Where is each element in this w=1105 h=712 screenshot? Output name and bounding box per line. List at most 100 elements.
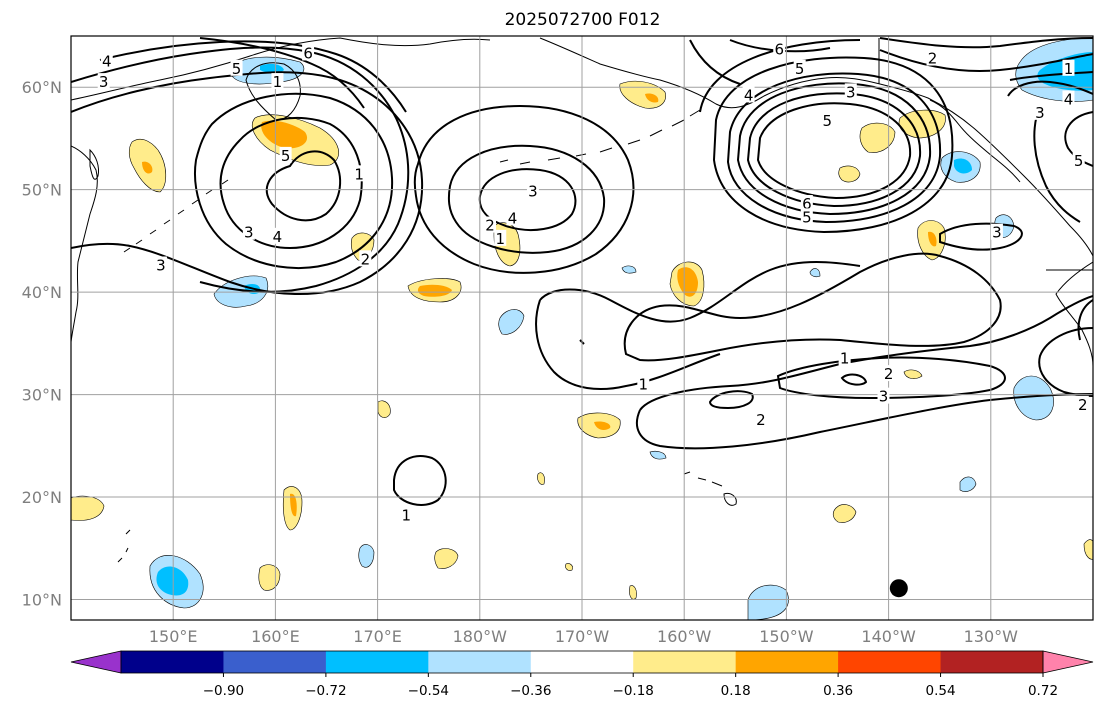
contour-line (939, 222, 1023, 251)
contour-label-background (97, 73, 110, 90)
contour-line (623, 252, 1002, 362)
colorbar-segment (428, 651, 532, 673)
contour-label: 3 (99, 73, 109, 91)
contour-label-background (353, 165, 366, 182)
warm-patch (565, 563, 573, 571)
contour-label-background (100, 52, 113, 69)
contour-label-background (494, 229, 507, 246)
colorbar: −0.90 −0.72 −0.54 −0.36 −0.18 0.18 0.36 0.54 0.7… (70, 650, 1094, 699)
longitude-tick-label: 180°W (453, 627, 508, 646)
contour-line (1038, 327, 1093, 397)
longitude-tick-label: 170°E (353, 627, 402, 646)
contour-label: 2 (928, 50, 938, 68)
contour-label-background (877, 387, 890, 404)
contour-label: 2 (485, 217, 495, 235)
contour-line (635, 393, 1093, 450)
map-title: 2025072700 F012 (504, 10, 661, 30)
contour-line (708, 390, 754, 410)
contour-label: 4 (102, 53, 112, 71)
contour-line (71, 46, 410, 293)
contour-line (413, 104, 635, 274)
contour-label: 3 (156, 257, 166, 275)
warm-core (677, 267, 698, 297)
contour-label-background (773, 40, 786, 57)
warm-patch (1083, 539, 1093, 560)
contour-label: 3 (244, 224, 254, 242)
cold-patch (213, 275, 268, 308)
coastlines (71, 37, 1093, 563)
contour-label-background (230, 59, 243, 76)
contour-label: 1 (495, 230, 505, 248)
contour-line (776, 356, 1006, 400)
contour-label-background (882, 365, 895, 382)
longitude-tick-label: 150°E (149, 627, 198, 646)
contour-label-background (844, 83, 857, 100)
contour-label: 6 (303, 44, 313, 62)
contour-label-background (1072, 151, 1085, 168)
colorbar-segment (530, 651, 634, 673)
contour-label-background (926, 49, 939, 66)
contour-line (535, 299, 721, 391)
contour-line (726, 72, 942, 224)
contour-line (194, 92, 394, 269)
contour-label: 5 (232, 60, 242, 78)
colorbar-extend-low (70, 650, 122, 674)
cold-core (156, 566, 189, 596)
colorbar-segment (735, 651, 839, 673)
colorbar-segment (633, 651, 737, 673)
colorbar-segment (838, 651, 942, 673)
longitude-tick-label: 130°W (964, 627, 1019, 646)
contour-label-background (302, 44, 315, 61)
contour-label-background (793, 59, 806, 76)
contour-label-background (154, 256, 167, 273)
cold-patch (358, 544, 375, 568)
warm-patch (859, 122, 896, 153)
siberia-coastline (71, 37, 491, 101)
contour-label-background (1062, 90, 1075, 107)
latitude-tick-label: 40°N (22, 283, 62, 302)
contour-label-background (400, 506, 413, 523)
contour-label: 2 (361, 250, 371, 268)
contour-label: 5 (281, 147, 291, 165)
shaded-anomaly-areas (71, 37, 1093, 620)
warm-patch (619, 80, 666, 109)
contour-line (1077, 299, 1093, 341)
warm-core (142, 161, 153, 174)
contour-label: 5 (795, 60, 805, 78)
contour-label-background (838, 349, 851, 366)
latitude-tick-label: 50°N (22, 181, 62, 200)
contour-label: 5 (823, 112, 833, 130)
contour-label-background (526, 182, 539, 199)
warm-patch (903, 369, 923, 379)
contour-line (71, 71, 424, 295)
kamchatka-coastline (245, 62, 301, 121)
warm-patch (832, 504, 857, 523)
longitude-tick-label: 160°W (657, 627, 712, 646)
colorbar-tick-label: −0.36 (510, 683, 551, 699)
cold-patch (621, 265, 637, 274)
contour-label-background (990, 223, 1003, 240)
contour-label-background (1062, 59, 1075, 76)
contour-label-background (484, 216, 497, 233)
contour-label: 4 (744, 86, 754, 104)
colorbar-tick-label: −0.18 (613, 683, 654, 699)
contour-line (746, 92, 922, 208)
contour-label-background (359, 250, 372, 267)
contour-line (756, 102, 912, 200)
contour-label: 1 (639, 375, 649, 393)
contour-label-background (242, 223, 255, 240)
warm-core (594, 421, 611, 430)
warm-patch (377, 400, 391, 418)
colorbar-segment (121, 651, 224, 673)
warm-patch (629, 585, 637, 600)
contour-label-background (1033, 103, 1046, 120)
warm-patch (537, 472, 545, 485)
contour-label: 3 (879, 388, 889, 406)
warm-core (928, 231, 937, 247)
cold-core (260, 63, 284, 73)
latitude-tick-label: 60°N (22, 78, 62, 97)
contour-label: 6 (802, 195, 812, 213)
asia-coastline (71, 145, 98, 343)
warm-core (261, 120, 308, 149)
colorbar-tick-label: −0.72 (305, 683, 346, 699)
